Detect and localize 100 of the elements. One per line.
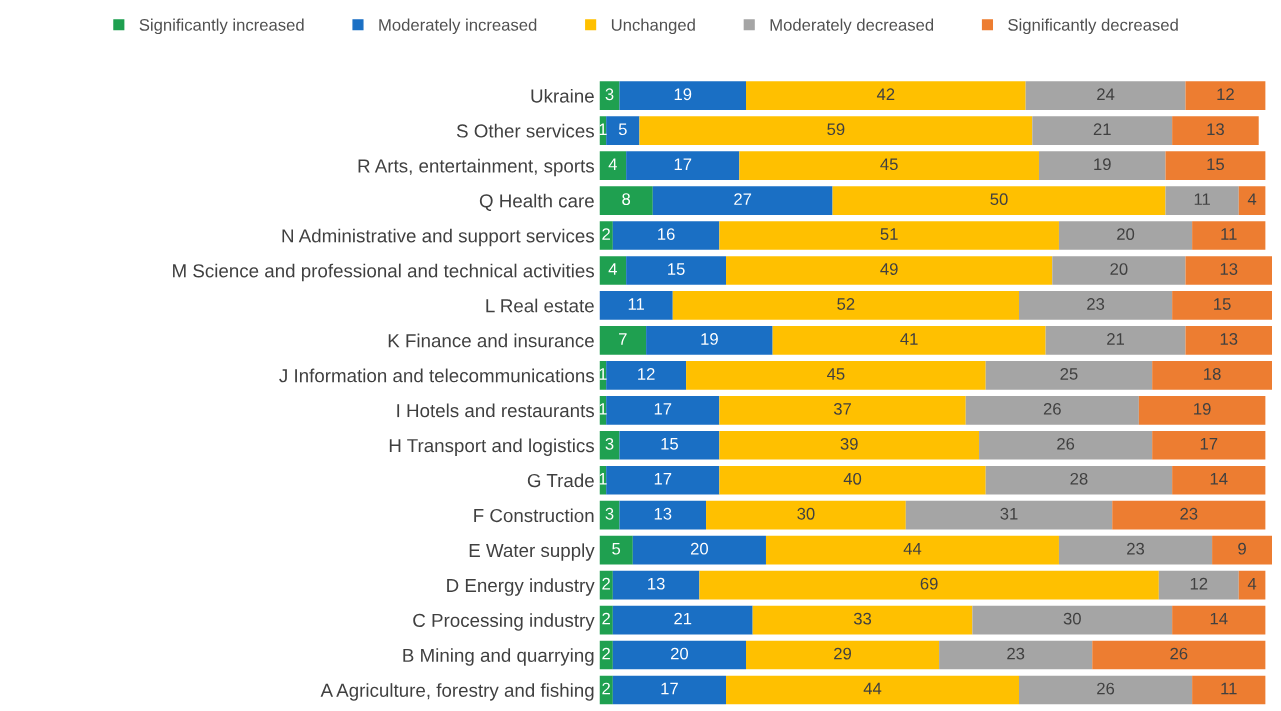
y-tick-label: C Processing industry (413, 613, 595, 631)
data-label: 24 (1097, 88, 1115, 100)
bar (1165, 186, 1239, 215)
data-label: 26 (1170, 647, 1188, 660)
y-tick-label: D Energy industry (447, 578, 595, 596)
data-label: 23 (1007, 647, 1025, 660)
data-label: 12 (1190, 577, 1208, 590)
bar (1165, 151, 1266, 180)
bar (985, 361, 1153, 390)
data-label: 20 (1117, 228, 1135, 240)
bar (632, 535, 766, 565)
y-tick-label: L Real estate (486, 298, 594, 313)
data-label: 21 (1107, 333, 1125, 345)
bar (1158, 570, 1239, 600)
y-tick-label: H Transport and logistics (389, 438, 594, 456)
bar (1152, 430, 1266, 460)
legend-label: Significantly decreased (1008, 18, 1178, 35)
data-label: 26 (1043, 402, 1061, 415)
y-tick-label: M Science and professional and technical activities (173, 263, 594, 282)
data-label: 15 (1207, 158, 1225, 171)
bar (606, 116, 640, 145)
bar (1038, 151, 1166, 180)
data-label: 26 (1097, 682, 1115, 695)
data-label: 11 (628, 298, 644, 310)
data-label: 29 (834, 647, 852, 660)
data-label: 4 (608, 158, 617, 170)
bar (646, 326, 773, 355)
data-label: 12 (1217, 88, 1234, 100)
data-label: 3 (605, 507, 614, 520)
bar (965, 395, 1139, 425)
data-label: 50 (990, 193, 1008, 206)
bar (1238, 570, 1266, 600)
data-label: 13 (1220, 333, 1238, 345)
bar (599, 326, 647, 355)
data-label: 37 (833, 402, 851, 415)
y-tick-label: F Construction (474, 508, 594, 523)
data-label: 59 (827, 123, 845, 136)
data-label: 28 (1070, 472, 1088, 485)
bar (599, 535, 633, 565)
bar (599, 256, 627, 285)
bar (599, 151, 627, 180)
data-label: 69 (920, 577, 938, 590)
bar (1185, 81, 1266, 111)
bar (652, 186, 833, 215)
bar (1019, 675, 1193, 705)
data-label: 13 (1220, 263, 1238, 275)
legend-label: Significantly increased (139, 18, 304, 35)
bar (599, 186, 653, 215)
bar (1185, 256, 1273, 285)
bar (1212, 535, 1273, 565)
bar (612, 221, 720, 250)
data-label: 42 (876, 88, 895, 100)
data-label: 2 (602, 647, 610, 660)
y-tick-label: R Arts, entertainment, sports (358, 158, 594, 177)
data-label: 17 (1200, 438, 1218, 450)
bar (639, 116, 1033, 145)
data-label: 7 (619, 333, 627, 345)
data-label: 11 (1194, 193, 1210, 205)
y-tick-label: G Trade (527, 473, 594, 488)
data-label: 51 (880, 228, 898, 240)
data-label: 4 (1247, 577, 1257, 590)
data-label: 30 (797, 507, 815, 520)
data-label: 26 (1057, 437, 1075, 450)
legend-label: Moderately increased (379, 18, 537, 35)
data-label: 19 (1094, 158, 1111, 171)
y-tick-label: B Mining and quarrying (403, 648, 594, 666)
y-tick-label: Q Health care (479, 193, 594, 211)
bar (1052, 256, 1186, 285)
data-label: 20 (1110, 263, 1128, 275)
bar (719, 221, 1059, 250)
data-label: 52 (837, 298, 855, 310)
data-label: 19 (674, 88, 692, 101)
data-label: 40 (843, 472, 862, 485)
data-label: 20 (670, 647, 689, 660)
y-tick-label: K Finance and insurance (388, 333, 594, 348)
data-label: 15 (661, 438, 678, 450)
bar (746, 81, 1026, 111)
bar (719, 430, 980, 460)
data-label: 4 (608, 263, 617, 275)
data-label: 5 (612, 542, 621, 555)
data-label: 39 (840, 437, 858, 450)
data-label: 15 (1214, 298, 1231, 310)
bar (979, 430, 1153, 460)
bar (1045, 326, 1186, 355)
bar (719, 465, 986, 495)
y-tick-label: Ukraine (531, 88, 594, 103)
y-tick-label: N Administrative and support services (282, 228, 594, 247)
data-label: 16 (658, 228, 675, 240)
data-label: 33 (853, 612, 872, 625)
data-label: 17 (654, 473, 672, 485)
data-label: 17 (654, 403, 672, 415)
data-label: 14 (1210, 612, 1228, 625)
bar (599, 81, 620, 111)
data-label: 19 (1194, 402, 1211, 415)
bar (672, 291, 1019, 320)
bar (1138, 395, 1266, 425)
bar (606, 465, 720, 495)
bar (752, 605, 973, 635)
data-label: 19 (701, 333, 718, 345)
bar (739, 151, 1039, 180)
